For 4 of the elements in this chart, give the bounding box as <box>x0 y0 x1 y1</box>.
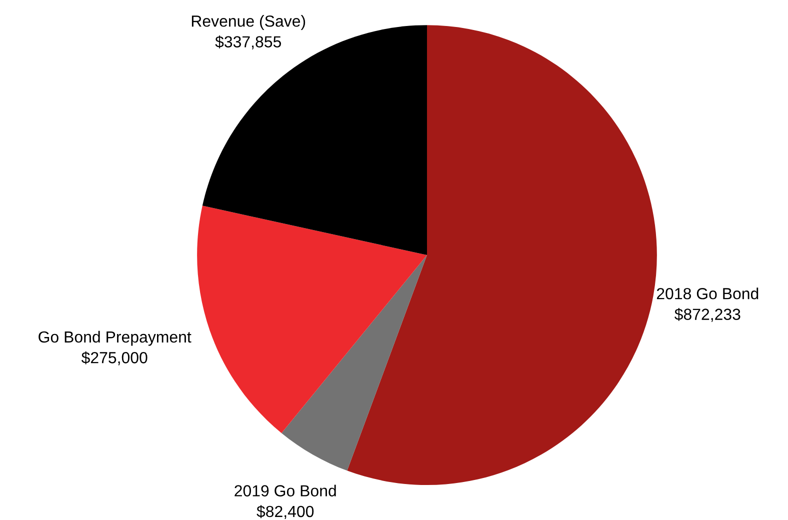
slice-label: 2018 Go Bond $872,233 <box>656 288 758 322</box>
slice-label: 2019 Go Bond $82,400 <box>234 484 336 520</box>
slice-label: Revenue (Save) $337,855 <box>192 15 306 50</box>
slice-label: Go Bond Prepayment $275,000 <box>38 330 192 366</box>
